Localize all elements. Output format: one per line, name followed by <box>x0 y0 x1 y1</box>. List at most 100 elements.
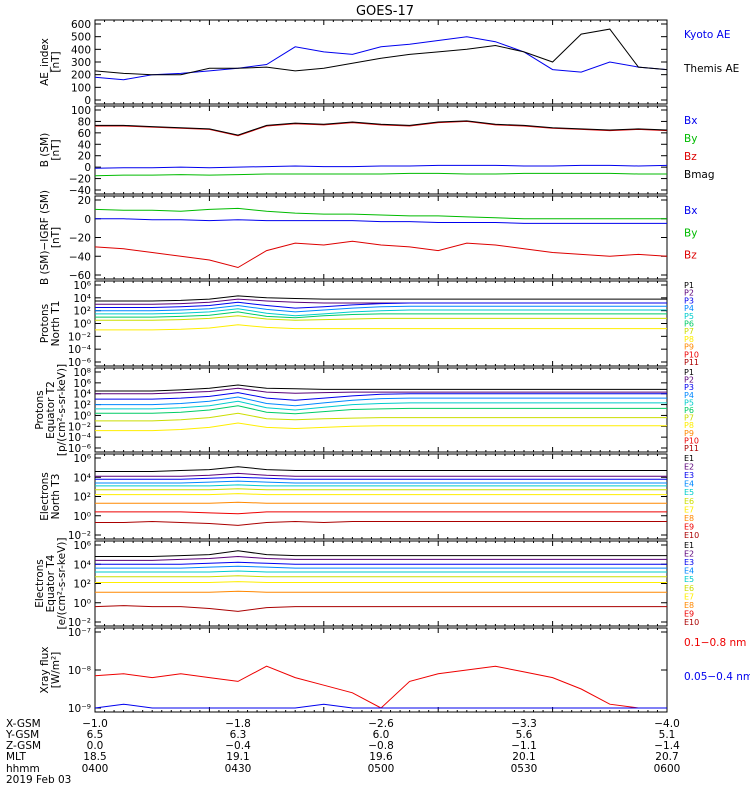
y-tick-label: 10⁰ <box>73 319 91 331</box>
footer-value: 19.6 <box>369 751 393 763</box>
y-tick-label: 10⁻⁶ <box>68 357 91 369</box>
legend-item: P3 <box>684 296 694 305</box>
legend-item: E8 <box>684 601 694 610</box>
y-tick-label: 10² <box>73 492 91 504</box>
legend-item: E4 <box>684 567 694 576</box>
footer-row-label: Y-GSM <box>5 729 39 741</box>
legend-item: E1 <box>684 454 694 463</box>
legend-item: Themis AE <box>683 63 739 75</box>
panel-frame <box>94 19 668 105</box>
legend-item: P2 <box>684 289 694 298</box>
y-axis-label: Electrons <box>39 472 51 521</box>
panel-frame <box>94 627 668 713</box>
panel-frame <box>94 367 668 453</box>
series-line <box>95 565 667 569</box>
legend-item: 0.1−0.8 nm <box>684 637 746 649</box>
y-tick-label: 600 <box>71 19 91 31</box>
footer-value: 19.1 <box>226 751 249 763</box>
legend-item: E3 <box>684 471 694 480</box>
series-line <box>94 207 667 220</box>
y-tick-label: 10⁻⁴ <box>68 432 91 444</box>
y-tick-label: 0 <box>84 95 91 107</box>
footer-value: 20.1 <box>512 751 535 763</box>
legend-item: P6 <box>684 320 694 329</box>
legend-item: E9 <box>684 609 694 618</box>
series-line <box>95 476 667 480</box>
series-line <box>95 422 667 432</box>
legend-item: E10 <box>684 618 699 627</box>
legend-item: E9 <box>684 522 694 531</box>
legend-item: E4 <box>684 480 694 489</box>
series-line <box>95 311 667 319</box>
series-line <box>94 605 667 612</box>
series-line <box>95 555 667 561</box>
legend-item: P1 <box>684 281 694 290</box>
y-tick-label: 20 <box>78 195 91 207</box>
footer-value: 6.0 <box>373 729 390 741</box>
series-line <box>95 396 667 407</box>
legend-item: P10 <box>684 350 699 359</box>
legend-item: Bz <box>684 151 697 163</box>
y-tick-label: 10⁻⁴ <box>68 344 91 356</box>
y-tick-label: 10⁻⁶ <box>68 443 91 455</box>
series-line <box>95 392 667 401</box>
legend-item: Kyoto AE <box>684 29 730 41</box>
series-line <box>94 665 667 709</box>
y-tick-label: 10⁻⁹ <box>68 703 91 715</box>
legend-item: Bx <box>684 205 697 217</box>
y-tick-label: 10² <box>73 579 91 591</box>
legend-item: E2 <box>684 463 694 472</box>
series-line <box>95 488 667 491</box>
legend-item: E5 <box>684 575 694 584</box>
y-axis-label: North T1 <box>50 301 62 347</box>
legend-item: P10 <box>684 436 699 445</box>
footer-value: 0.0 <box>87 740 104 752</box>
legend-item: P11 <box>684 358 699 367</box>
series-line <box>95 575 667 578</box>
y-tick-label: −60 <box>69 270 91 282</box>
y-axis-label: Protons <box>39 304 51 343</box>
series-line <box>95 501 667 504</box>
legend-item: P8 <box>684 421 694 430</box>
footer-row-label: hhmm <box>6 763 40 775</box>
footer-row-label: Z-GSM <box>6 740 41 752</box>
legend-item: P4 <box>684 304 694 313</box>
y-tick-label: 100 <box>71 82 91 94</box>
footer-value: −0.8 <box>368 740 394 752</box>
y-tick-label: 200 <box>71 70 91 82</box>
legend-item: P1 <box>684 368 694 377</box>
panel-xray: 10⁻⁷ 10⁻⁸ 10⁻⁹ Xray flux [W/m²] 0.1−0.8 nm 0.0… <box>39 627 750 715</box>
series-line <box>95 484 667 487</box>
y-axis-label: [p/(cm²-s-sr-keV)] <box>56 364 68 456</box>
y-tick-label: 10⁰ <box>73 511 91 523</box>
legend-item: P9 <box>684 429 694 438</box>
y-tick-label: 0 <box>84 214 91 226</box>
y-axis-label: B (SM) <box>39 133 51 167</box>
panel-ee: 10⁶ 10⁴ 10² 10⁰ 10⁻² Electrons Equator T4 [e/(c… <box>34 538 699 630</box>
series-line <box>95 301 667 309</box>
panel-bigrf: 20 0 −20 −40 −60 B (SM)−IGRF (SM) [nT] Bx By Bz <box>39 190 697 285</box>
footer-value: −2.6 <box>368 718 394 730</box>
y-tick-label: 400 <box>71 44 91 56</box>
y-tick-label: −40 <box>69 185 91 197</box>
series-line <box>95 590 667 593</box>
series-line <box>95 120 668 136</box>
panel-frame <box>94 280 668 367</box>
legend-item: P7 <box>684 414 694 423</box>
series-line <box>95 384 667 392</box>
series-line <box>95 324 667 331</box>
series-line <box>95 308 667 317</box>
y-tick-label: 80 <box>78 116 91 128</box>
legend-item: E3 <box>684 558 694 567</box>
y-tick-label: 10⁻² <box>68 421 91 433</box>
legend-item: E6 <box>684 497 694 506</box>
y-tick-label: 500 <box>71 32 91 44</box>
footer-value: 20.7 <box>655 751 678 763</box>
footer-value: −1.4 <box>654 740 680 752</box>
footer-value: 5.1 <box>659 729 676 741</box>
legend-item: P5 <box>684 312 694 321</box>
series-line <box>95 405 667 415</box>
